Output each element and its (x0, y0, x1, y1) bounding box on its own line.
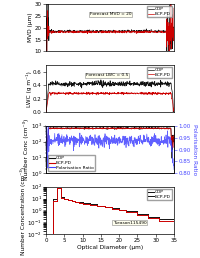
Legend: CDP, BCP-PD: CDP, BCP-PD (147, 67, 172, 78)
Text: Tseason115490: Tseason115490 (113, 221, 146, 225)
Y-axis label: Polarisation Ratio: Polarisation Ratio (192, 124, 197, 175)
Text: Forecast MVD = 20: Forecast MVD = 20 (90, 12, 131, 16)
Y-axis label: Number Concentration (cm⁻³): Number Concentration (cm⁻³) (20, 166, 26, 255)
Y-axis label: MVD (μm): MVD (μm) (28, 13, 33, 43)
X-axis label: Optical Diameter (μm): Optical Diameter (μm) (77, 245, 143, 250)
Y-axis label: Number Conc (cm⁻³): Number Conc (cm⁻³) (23, 119, 29, 180)
Legend: CDP, BCP-PD: CDP, BCP-PD (147, 189, 172, 200)
Legend: CDP, BCP-PD, Polarisation Ratio: CDP, BCP-PD, Polarisation Ratio (48, 155, 95, 171)
Y-axis label: LWC (g m⁻¹): LWC (g m⁻¹) (26, 71, 32, 107)
Text: Forecast LWC = 0.5: Forecast LWC = 0.5 (86, 73, 128, 77)
Legend: CDP, BCP-PD: CDP, BCP-PD (147, 6, 172, 17)
